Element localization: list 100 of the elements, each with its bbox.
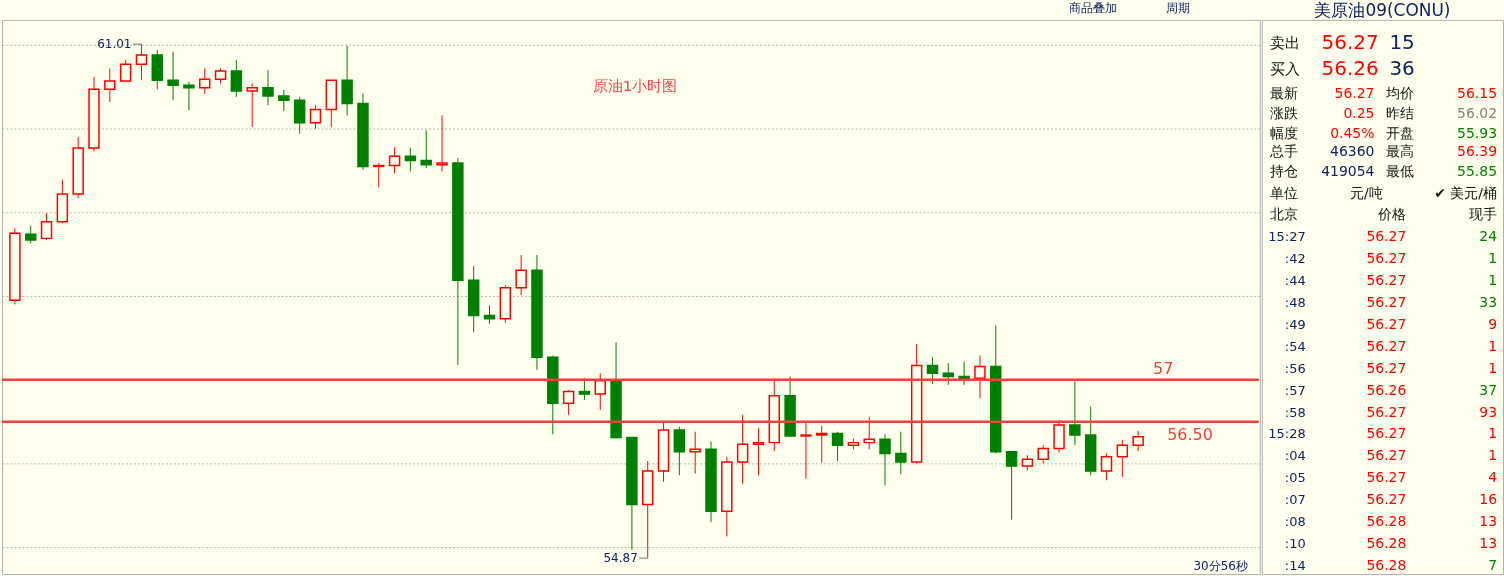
- text: 15:27: [1268, 229, 1306, 245]
- candlestick: [895, 431, 907, 475]
- candlestick: [167, 51, 179, 101]
- text: 商品叠加: [1069, 0, 1118, 15]
- annotation: 61.01: [97, 37, 132, 52]
- candlestick: [578, 377, 591, 401]
- text: 均价: [1385, 84, 1415, 101]
- text: 36: [1389, 56, 1415, 80]
- candlestick: [515, 254, 527, 296]
- text: 55.93: [1457, 124, 1498, 141]
- candlestick: [420, 129, 432, 169]
- text: 37: [1479, 381, 1498, 398]
- text: :58: [1284, 404, 1306, 420]
- text: 9: [1488, 315, 1498, 332]
- candlestick: [40, 212, 53, 241]
- text: 56.28: [1366, 557, 1407, 574]
- text: 56.27: [1366, 469, 1407, 486]
- candlestick: [436, 114, 448, 172]
- text: 最低: [1386, 163, 1415, 180]
- candlestick: [309, 104, 322, 130]
- candlestick: [1132, 430, 1144, 452]
- candlestick: [1037, 444, 1049, 465]
- candlestick: [262, 69, 274, 106]
- text: 1: [1488, 425, 1498, 442]
- text: 30分56秒: [1193, 559, 1248, 574]
- ref-line-label: 56.50: [1167, 424, 1213, 444]
- text: 原油1小时图: [592, 76, 678, 95]
- candlestick: [752, 427, 765, 476]
- text: 卖出: [1269, 33, 1300, 52]
- text: 昨结: [1386, 104, 1415, 121]
- text: 买入: [1269, 59, 1300, 78]
- text: ✔ 美元/桶: [1434, 185, 1498, 202]
- text: 56.15: [1457, 84, 1498, 101]
- text: 最高: [1386, 143, 1415, 160]
- candlestick: [278, 89, 290, 112]
- text: 56.02: [1457, 104, 1498, 121]
- candlestick: [119, 59, 132, 83]
- candlestick: [293, 96, 306, 135]
- text: 持仓: [1269, 163, 1298, 180]
- text: 419054: [1321, 163, 1375, 180]
- text: 7: [1488, 557, 1498, 574]
- text: 单位: [1269, 185, 1298, 202]
- text: :14: [1284, 558, 1306, 574]
- text: 1: [1488, 359, 1498, 376]
- text: :05: [1284, 470, 1306, 486]
- annotation: 54.87: [603, 551, 638, 566]
- text: 15: [1389, 30, 1415, 54]
- text: 56.28: [1366, 535, 1407, 552]
- text: 56.27: [1366, 337, 1407, 354]
- text: 56.39: [1457, 143, 1498, 160]
- candlestick: [831, 431, 844, 462]
- candlestick: [562, 389, 575, 416]
- text: 24: [1479, 228, 1498, 245]
- candlestick: [689, 431, 701, 475]
- text: 56.27: [1366, 228, 1407, 245]
- text: 元/吨: [1350, 185, 1383, 202]
- text: 56.27: [1366, 293, 1407, 310]
- text: 1: [1488, 447, 1498, 464]
- text: 56.27: [1321, 30, 1379, 54]
- candlestick: [1116, 439, 1129, 478]
- candlestick: [1069, 381, 1081, 446]
- candlestick: [104, 67, 116, 103]
- text: 46360: [1330, 143, 1375, 160]
- text: 1: [1488, 250, 1498, 267]
- text: 0.25: [1343, 104, 1375, 121]
- text: 涨跌: [1269, 104, 1298, 121]
- text: :42: [1284, 251, 1306, 267]
- text: 周期: [1166, 0, 1191, 15]
- candlestick: [926, 356, 939, 385]
- text: 56.28: [1366, 513, 1407, 530]
- text: 现手: [1469, 206, 1498, 223]
- text: 16: [1479, 491, 1498, 508]
- candlestick: [230, 59, 243, 98]
- text: 0.45%: [1330, 124, 1375, 141]
- text: 最新: [1269, 84, 1298, 101]
- text: 56.27: [1366, 272, 1407, 289]
- ref-line-label: 57: [1152, 358, 1174, 378]
- text: 1: [1488, 337, 1498, 354]
- text: :44: [1284, 273, 1306, 289]
- candlestick: [958, 360, 970, 386]
- candlestick: [341, 45, 353, 116]
- candlestick: [736, 414, 749, 485]
- text: 93: [1479, 403, 1498, 420]
- text: 15:28: [1268, 426, 1306, 442]
- text: :56: [1284, 360, 1306, 376]
- candlestick: [942, 362, 955, 386]
- candlestick: [800, 421, 812, 480]
- candlestick: [816, 425, 828, 464]
- text: 幅度: [1269, 124, 1298, 141]
- text: 开盘: [1386, 124, 1415, 141]
- candlestick: [388, 146, 401, 174]
- text: :57: [1284, 382, 1306, 398]
- text: 56.26: [1321, 56, 1379, 80]
- text: 13: [1479, 513, 1498, 530]
- text: 56.27: [1366, 403, 1407, 420]
- candlestick: [594, 372, 606, 411]
- candlestick: [863, 416, 875, 450]
- text: 56.27: [1366, 315, 1407, 332]
- text: 55.85: [1457, 163, 1498, 180]
- text: 价格: [1377, 206, 1407, 223]
